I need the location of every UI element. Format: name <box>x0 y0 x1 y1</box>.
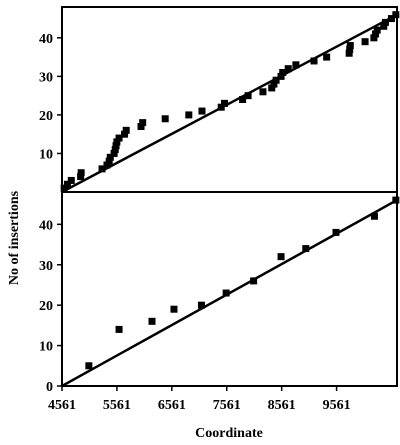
panel-bottom-frame <box>61 191 398 387</box>
panel-top-data-point <box>284 65 292 73</box>
panel-top-data-point <box>67 176 75 184</box>
panel-top-data-point <box>217 103 225 111</box>
panel-top-data-point <box>292 61 300 69</box>
panel-top: 10 20 30 40 <box>39 6 400 194</box>
panel-top-data-point <box>77 169 85 177</box>
panel-top-data-point <box>161 115 169 123</box>
x-tick-label: 5561 <box>103 398 131 413</box>
x-axis: 4561 5561 6561 7561 8561 9561 <box>48 386 351 413</box>
panel-bottom-data-point <box>392 196 400 204</box>
panel-top-data-point <box>370 34 378 42</box>
panel-bottom-y-tick-label: 20 <box>39 299 53 314</box>
panel-top-data-point <box>198 107 206 115</box>
panel-top-data-point <box>98 165 106 173</box>
x-tick-label: 8561 <box>268 398 296 413</box>
panel-top-data-point <box>345 49 353 57</box>
panel-top-data-point <box>111 146 119 154</box>
panel-top-data-point <box>361 38 369 46</box>
x-tick-label: 9561 <box>323 398 351 413</box>
panel-top-data-point <box>105 157 113 165</box>
panel-top-data-point <box>103 161 111 169</box>
panel-top-data-point <box>139 119 147 127</box>
panel-top-data-point <box>77 173 85 181</box>
panel-bottom-data-point <box>115 325 123 333</box>
panel-top-y-tick-label: 10 <box>39 147 53 162</box>
panel-bottom-y-tick-label: 0 <box>46 380 53 395</box>
panel-top-data-point <box>346 45 354 53</box>
panel-top-data-point <box>221 99 229 107</box>
panel-top-data-point <box>272 76 280 84</box>
panel-top-data-point <box>346 42 354 50</box>
panel-bottom-y-tick-label: 40 <box>39 218 53 233</box>
panel-top-data-point <box>112 142 120 150</box>
panel-top-data-point <box>137 122 145 130</box>
panel-top-data-point <box>392 11 400 19</box>
panel-bottom-data-point <box>170 305 178 313</box>
panel-top-data-point <box>270 80 278 88</box>
panel-top-data-point <box>113 138 121 146</box>
panel-top-y-tick-label: 20 <box>39 109 53 124</box>
x-tick-label: 6561 <box>158 398 186 413</box>
panel-top-data-point <box>122 126 130 134</box>
panel-top-data-point <box>279 69 287 77</box>
panel-top-data-point <box>277 72 285 80</box>
panel-top-data-point <box>323 53 331 61</box>
panel-bottom-y-tick-label: 30 <box>39 259 53 274</box>
panel-top-fit-line <box>61 13 398 194</box>
panel-top-data-point <box>244 92 252 100</box>
y-axis-title: No of insertions <box>7 190 22 285</box>
panel-top-data-point <box>115 134 123 142</box>
panel-top-y-tick-label: 40 <box>39 32 53 47</box>
panel-bottom-data-point <box>277 253 285 261</box>
panel-bottom-data-point <box>302 245 310 253</box>
panel-top-data-point <box>239 96 247 103</box>
panel-top-data-point <box>387 15 395 23</box>
x-tick-label: 4561 <box>48 398 76 413</box>
panel-bottom-data-point <box>222 289 230 297</box>
panel-top-data-point <box>259 88 267 96</box>
panel-top-data-point <box>380 22 388 30</box>
x-axis-title: Coordinate <box>195 426 263 440</box>
panel-bottom-data-point <box>197 301 205 309</box>
panel-top-y-tick-label: 30 <box>39 70 53 85</box>
x-tick-label: 7561 <box>213 398 241 413</box>
panel-bottom-data-point <box>148 317 156 325</box>
panel-top-data-point <box>60 184 68 192</box>
panel-top-data-point <box>185 111 193 119</box>
panel-top-data-point <box>373 26 381 34</box>
panel-top-data-point <box>63 180 71 188</box>
panel-bottom-data-point <box>370 212 378 220</box>
panel-bottom: 0 10 20 30 40 <box>39 191 400 395</box>
panel-top-data-point <box>121 130 129 138</box>
panel-top-data-point <box>381 18 389 26</box>
panel-bottom-data-point <box>250 277 258 285</box>
panel-bottom-data-point <box>332 228 340 236</box>
panel-bottom-y-tick-label: 10 <box>39 340 53 355</box>
panel-top-data-point <box>110 149 118 157</box>
panel-top-data-point <box>268 84 276 92</box>
panel-top-data-point <box>372 30 380 38</box>
panel-top-data-point <box>106 153 114 161</box>
panel-top-data-point <box>310 57 318 65</box>
panel-bottom-data-point <box>85 362 93 370</box>
